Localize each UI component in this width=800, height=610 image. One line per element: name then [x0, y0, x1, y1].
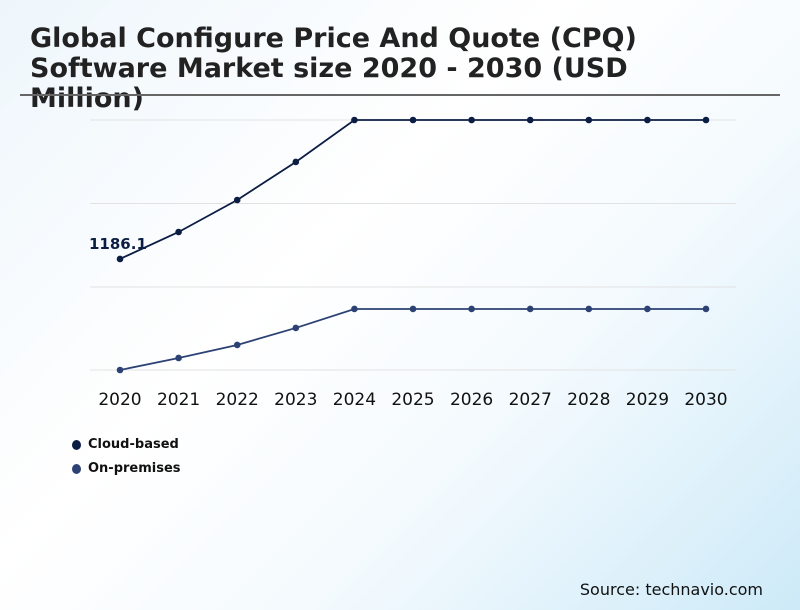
legend-item-on-premises: On-premises: [72, 461, 181, 476]
x-tick-label: 2026: [450, 390, 493, 410]
legend-label: On-premises: [88, 461, 181, 476]
data-point: [233, 341, 241, 349]
data-point: [175, 354, 182, 362]
data-point: [702, 116, 710, 124]
data-point: [468, 305, 475, 313]
series-line-on-premises: [119, 308, 706, 371]
legend-label: Cloud-based: [88, 437, 179, 452]
data-point: [116, 255, 124, 263]
x-tick-label: 2024: [333, 390, 376, 410]
x-tick-label: 2030: [684, 390, 727, 410]
data-point: [292, 324, 300, 332]
data-point: [409, 305, 417, 313]
data-point: [526, 305, 534, 313]
data-point: [233, 196, 241, 204]
data-point: [116, 366, 124, 374]
x-tick-label: 2021: [157, 390, 200, 410]
data-point: [585, 116, 593, 124]
data-point: [175, 228, 182, 236]
source-note: Source: technavio.com: [579, 580, 763, 599]
x-tick-label: 2020: [98, 390, 141, 410]
data-point: [526, 116, 534, 124]
series-line-cloud-based: [119, 119, 706, 260]
data-point: [351, 116, 358, 124]
legend-marker-icon: [72, 439, 81, 450]
data-point: [644, 116, 651, 124]
data-label: 1186.1: [89, 235, 147, 253]
data-point: [644, 305, 651, 313]
data-point: [585, 305, 593, 313]
x-tick-label: 2023: [274, 390, 317, 410]
data-point: [351, 305, 358, 313]
data-point: [292, 158, 300, 166]
data-point: [409, 116, 417, 124]
x-tick-label: 2027: [509, 390, 552, 410]
x-tick-label: 2028: [567, 390, 610, 410]
title-divider: [20, 94, 780, 96]
legend-marker-icon: [72, 463, 81, 474]
x-tick-label: 2029: [626, 390, 669, 410]
x-tick-label: 2022: [216, 390, 259, 410]
chart-title: Global Configure Price And Quote (CPQ) S…: [30, 23, 637, 114]
x-tick-label: 2025: [391, 390, 434, 410]
data-point: [702, 305, 710, 313]
data-point: [468, 116, 475, 124]
legend-item-cloud-based: Cloud-based: [72, 437, 179, 452]
